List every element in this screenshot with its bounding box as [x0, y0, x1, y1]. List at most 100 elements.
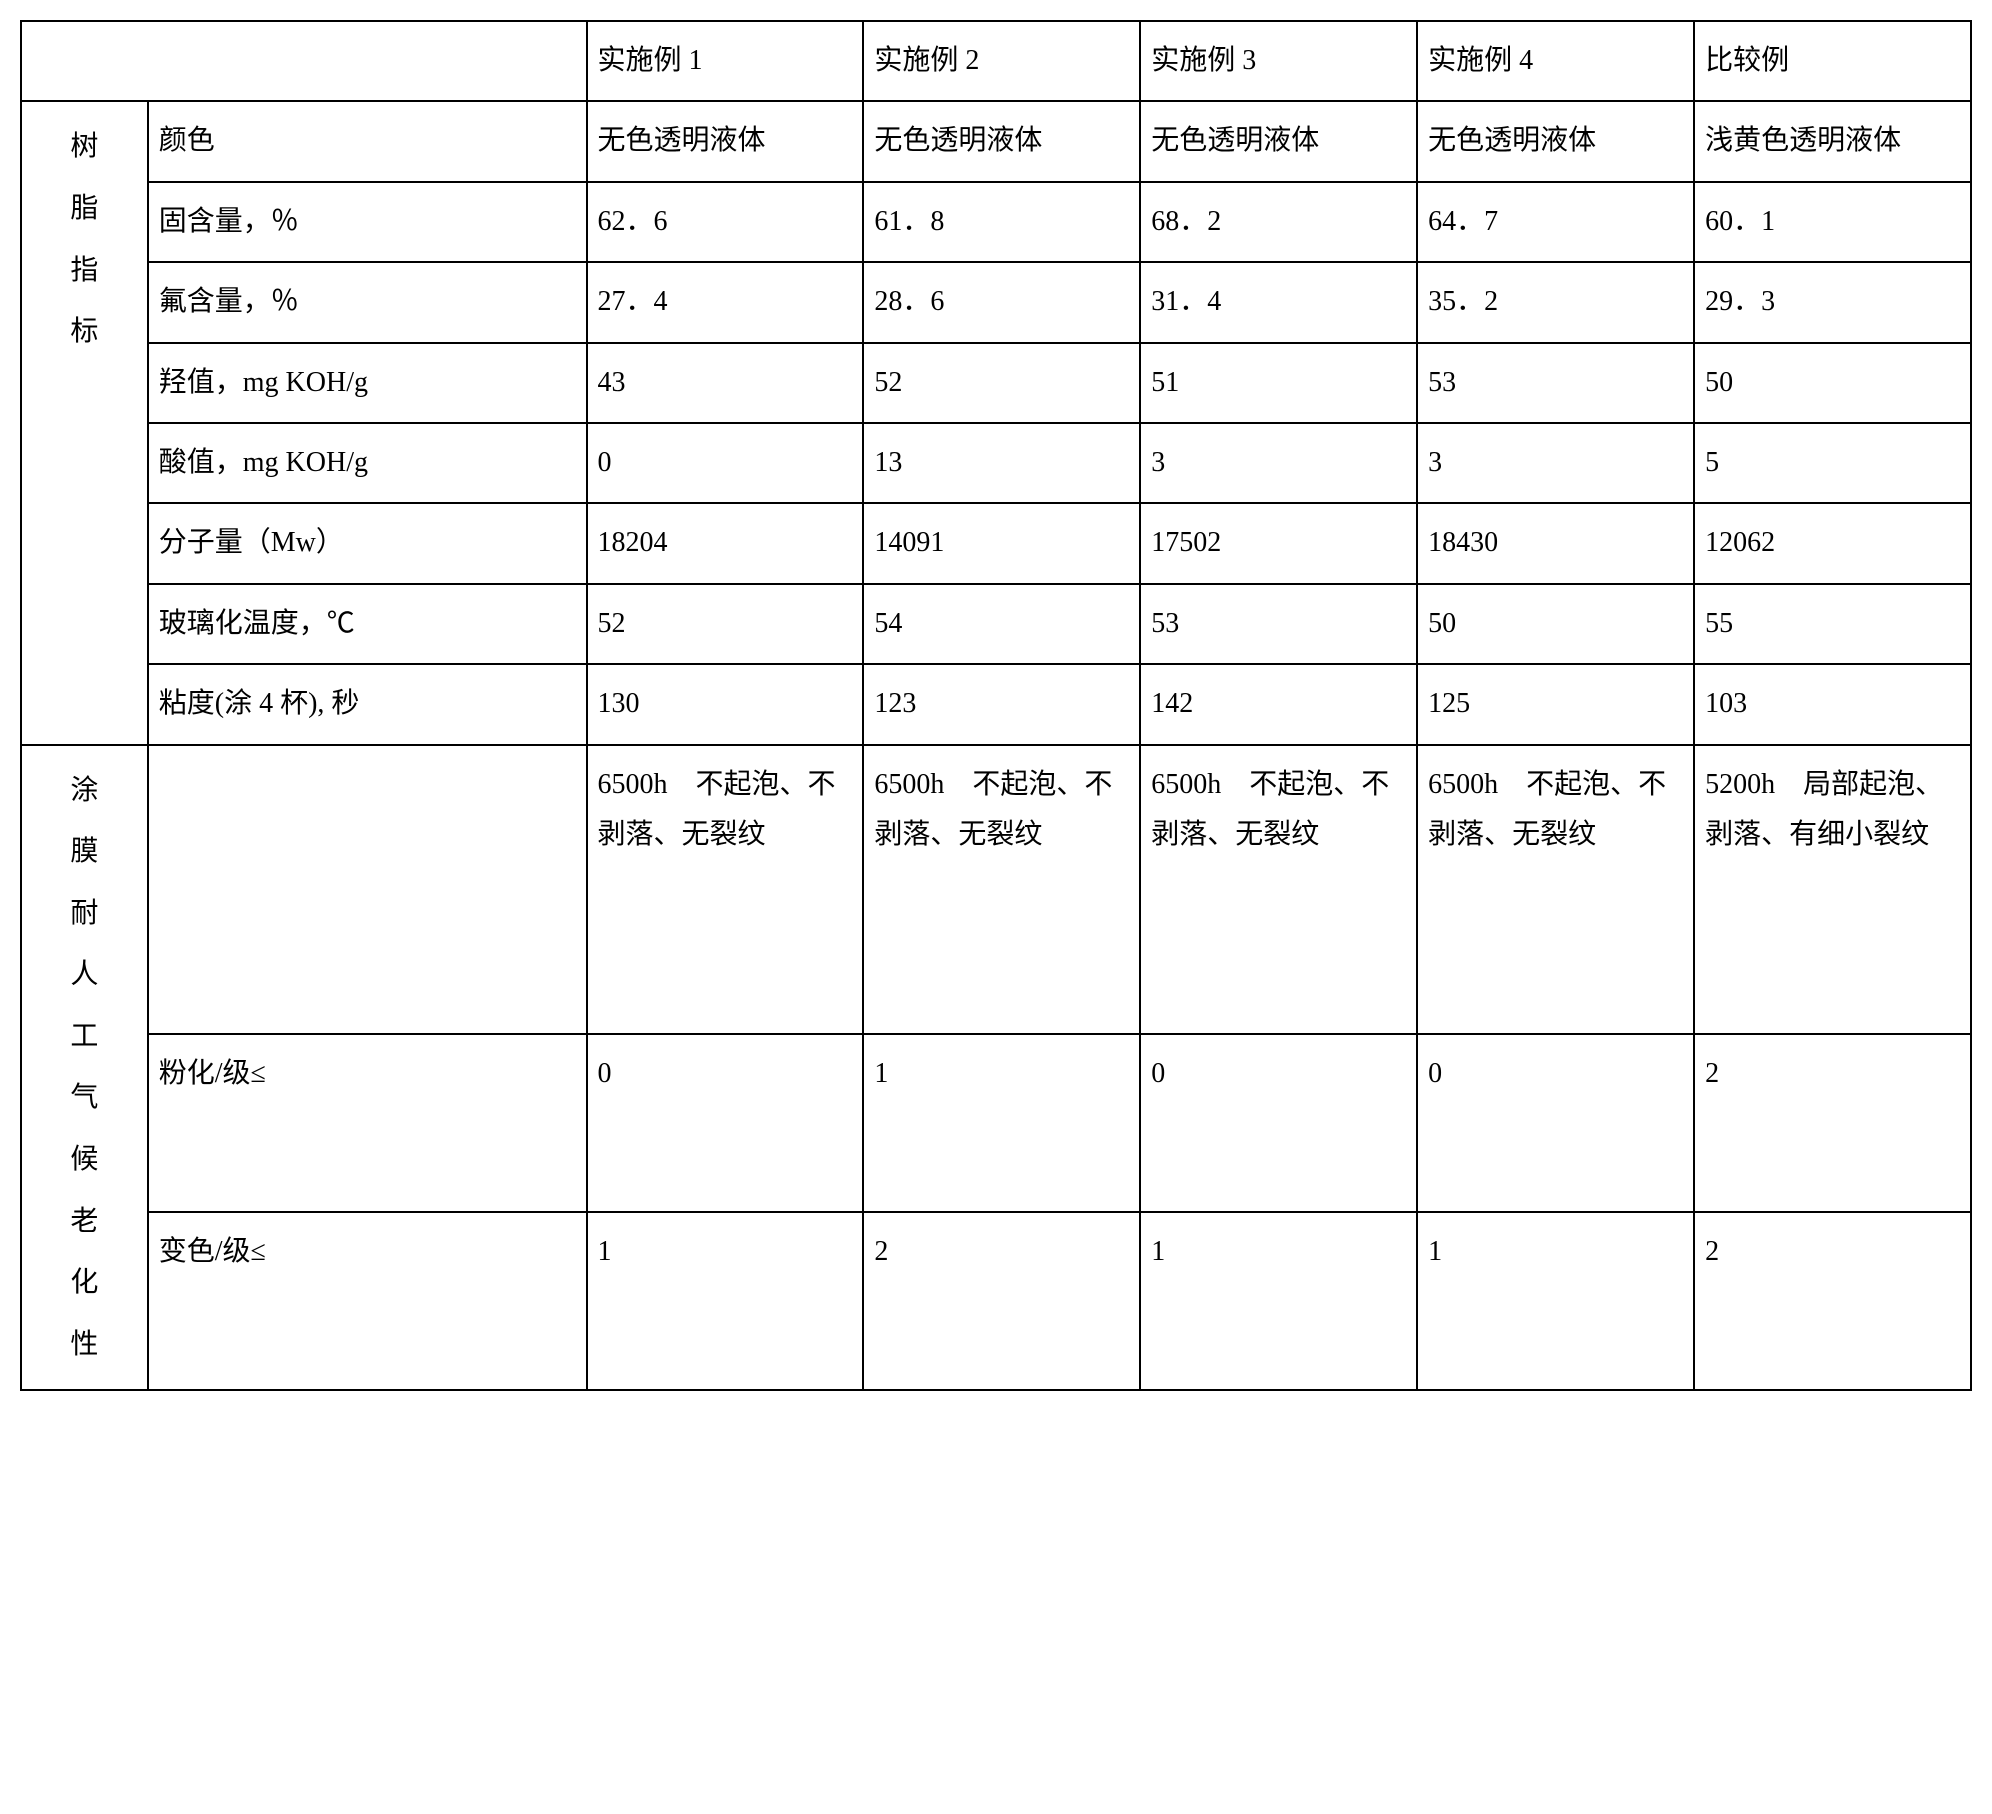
- row-label: 固含量，％: [148, 182, 587, 262]
- table-row: 变色/级≤ 1 2 1 1 2: [21, 1212, 1971, 1390]
- row-label: 粘度(涂 4 杯), 秒: [148, 664, 587, 744]
- row-label: 玻璃化温度，℃: [148, 584, 587, 664]
- cell: 43: [587, 343, 864, 423]
- row-label: [148, 745, 587, 1035]
- cell: 无色透明液体: [587, 101, 864, 181]
- cell: 18204: [587, 503, 864, 583]
- cell: 64．7: [1417, 182, 1694, 262]
- cell: 14091: [863, 503, 1140, 583]
- col-cmp: 比较例: [1694, 21, 1971, 101]
- vchar: 膜: [32, 821, 137, 883]
- cell: 123: [863, 664, 1140, 744]
- table-body: 实施例 1 实施例 2 实施例 3 实施例 4 比较例 树 脂 指 标 颜色 无…: [21, 21, 1971, 1390]
- cell: 52: [863, 343, 1140, 423]
- table-row: 羟值，mg KOH/g 43 52 51 53 50: [21, 343, 1971, 423]
- cell: 2: [1694, 1034, 1971, 1212]
- cell: 5200h 局部起泡、剥落、有细小裂纹: [1694, 745, 1971, 1035]
- vchar: 耐: [32, 883, 137, 945]
- row-label: 粉化/级≤: [148, 1034, 587, 1212]
- vchar: 涂: [32, 760, 137, 822]
- cell: 无色透明液体: [863, 101, 1140, 181]
- cell: 130: [587, 664, 864, 744]
- cell: 0: [587, 423, 864, 503]
- table-row: 实施例 1 实施例 2 实施例 3 实施例 4 比较例: [21, 21, 1971, 101]
- cell: 0: [1140, 1034, 1417, 1212]
- cell: 18430: [1417, 503, 1694, 583]
- vchar: 人: [32, 944, 137, 1006]
- row-label: 变色/级≤: [148, 1212, 587, 1390]
- cell: 1: [1417, 1212, 1694, 1390]
- vchar: 老: [32, 1191, 137, 1253]
- vchar: 脂: [32, 178, 137, 240]
- cell: 50: [1694, 343, 1971, 423]
- col-ex2: 实施例 2: [863, 21, 1140, 101]
- table-row: 固含量，％ 62．6 61．8 68．2 64．7 60．1: [21, 182, 1971, 262]
- cell: 2: [1694, 1212, 1971, 1390]
- cell: 1: [1140, 1212, 1417, 1390]
- cell: 28．6: [863, 262, 1140, 342]
- cell: 62．6: [587, 182, 864, 262]
- cell: 103: [1694, 664, 1971, 744]
- cell: 无色透明液体: [1140, 101, 1417, 181]
- cell: 50: [1417, 584, 1694, 664]
- table-row: 粉化/级≤ 0 1 0 0 2: [21, 1034, 1971, 1212]
- col-ex3: 实施例 3: [1140, 21, 1417, 101]
- table-row: 涂 膜 耐 人 工 气 候 老 化 性 6500h 不起泡、不剥落、无裂纹 65…: [21, 745, 1971, 1035]
- cell: 5: [1694, 423, 1971, 503]
- cell: 无色透明液体: [1417, 101, 1694, 181]
- cell: 3: [1140, 423, 1417, 503]
- row-label: 分子量（Mw）: [148, 503, 587, 583]
- cell: 6500h 不起泡、不剥落、无裂纹: [863, 745, 1140, 1035]
- table-row: 树 脂 指 标 颜色 无色透明液体 无色透明液体 无色透明液体 无色透明液体 浅…: [21, 101, 1971, 181]
- cell: 27．4: [587, 262, 864, 342]
- table-row: 玻璃化温度，℃ 52 54 53 50 55: [21, 584, 1971, 664]
- cell: 53: [1417, 343, 1694, 423]
- cell: 6500h 不起泡、不剥落、无裂纹: [587, 745, 864, 1035]
- cell: 6500h 不起泡、不剥落、无裂纹: [1140, 745, 1417, 1035]
- group-weathering: 涂 膜 耐 人 工 气 候 老 化 性: [21, 745, 148, 1391]
- cell: 51: [1140, 343, 1417, 423]
- cell: 1: [587, 1212, 864, 1390]
- table-row: 氟含量，％ 27．4 28．6 31．4 35．2 29．3: [21, 262, 1971, 342]
- cell: 0: [587, 1034, 864, 1212]
- row-label: 酸值，mg KOH/g: [148, 423, 587, 503]
- vchar: 标: [32, 301, 137, 363]
- cell: 61．8: [863, 182, 1140, 262]
- col-ex4: 实施例 4: [1417, 21, 1694, 101]
- cell: 17502: [1140, 503, 1417, 583]
- cell: 29．3: [1694, 262, 1971, 342]
- table-row: 酸值，mg KOH/g 0 13 3 3 5: [21, 423, 1971, 503]
- table-row: 粘度(涂 4 杯), 秒 130 123 142 125 103: [21, 664, 1971, 744]
- vchar: 性: [32, 1314, 137, 1376]
- row-label: 羟值，mg KOH/g: [148, 343, 587, 423]
- group-resin-index: 树 脂 指 标: [21, 101, 148, 744]
- cell: 60．1: [1694, 182, 1971, 262]
- vchar: 树: [32, 116, 137, 178]
- vchar: 化: [32, 1252, 137, 1314]
- vchar: 候: [32, 1129, 137, 1191]
- cell: 142: [1140, 664, 1417, 744]
- cell: 3: [1417, 423, 1694, 503]
- col-ex1: 实施例 1: [587, 21, 864, 101]
- cell: 浅黄色透明液体: [1694, 101, 1971, 181]
- cell: 31．4: [1140, 262, 1417, 342]
- row-label: 氟含量，％: [148, 262, 587, 342]
- row-label: 颜色: [148, 101, 587, 181]
- table-row: 分子量（Mw） 18204 14091 17502 18430 12062: [21, 503, 1971, 583]
- cell: 12062: [1694, 503, 1971, 583]
- cell: 53: [1140, 584, 1417, 664]
- vchar: 气: [32, 1067, 137, 1129]
- vchar: 指: [32, 240, 137, 302]
- cell: 1: [863, 1034, 1140, 1212]
- cell: 55: [1694, 584, 1971, 664]
- header-blank: [21, 21, 587, 101]
- cell: 6500h 不起泡、不剥落、无裂纹: [1417, 745, 1694, 1035]
- cell: 54: [863, 584, 1140, 664]
- cell: 52: [587, 584, 864, 664]
- cell: 68．2: [1140, 182, 1417, 262]
- cell: 0: [1417, 1034, 1694, 1212]
- vchar: 工: [32, 1006, 137, 1068]
- cell: 13: [863, 423, 1140, 503]
- cell: 125: [1417, 664, 1694, 744]
- spec-table: 实施例 1 实施例 2 实施例 3 实施例 4 比较例 树 脂 指 标 颜色 无…: [20, 20, 1972, 1391]
